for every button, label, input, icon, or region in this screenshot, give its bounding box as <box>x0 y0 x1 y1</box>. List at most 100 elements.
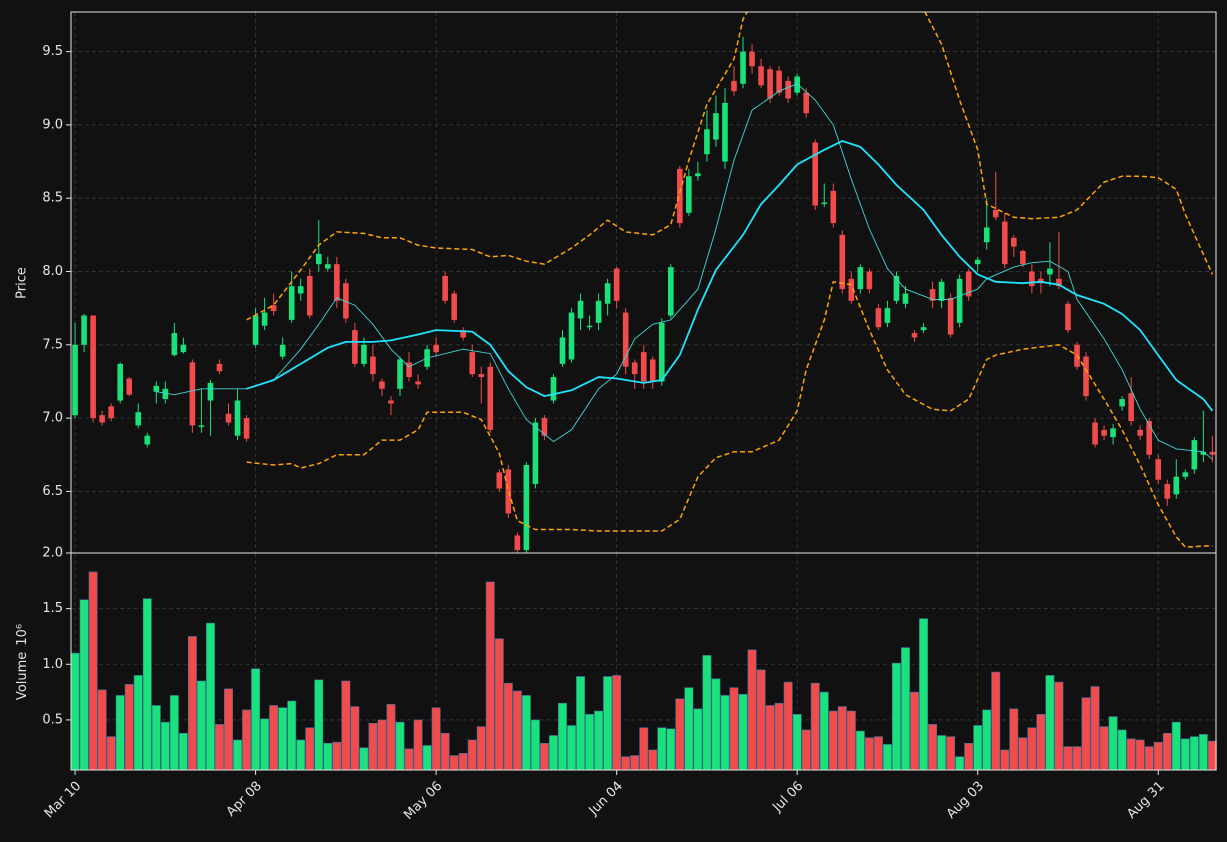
volume-bar <box>702 655 712 771</box>
volume-bar <box>774 702 784 771</box>
candle-body <box>1155 459 1162 480</box>
candle-body <box>1191 440 1198 470</box>
candle-body <box>758 66 764 86</box>
candle-body <box>72 344 78 416</box>
volume-bar <box>467 739 477 771</box>
volume-frame <box>70 552 1217 771</box>
volume-bar <box>603 676 613 771</box>
volume-bar <box>1207 740 1217 771</box>
volume-bar <box>594 710 604 771</box>
volume-bar <box>964 742 974 771</box>
volume-bar <box>765 705 775 771</box>
candle-body <box>577 300 584 319</box>
candle-body <box>1065 303 1071 331</box>
volume-bar <box>621 756 631 771</box>
candle-body <box>902 293 909 304</box>
volume-bar <box>946 736 956 771</box>
candle-body <box>830 190 837 224</box>
volume-bar <box>648 749 658 771</box>
candle-body <box>469 352 476 375</box>
candle-body <box>415 381 421 385</box>
volume-bar <box>476 726 486 771</box>
volume-bar <box>1117 729 1127 771</box>
volume-bar <box>296 739 306 771</box>
candle-body <box>785 80 791 99</box>
candle-body <box>749 51 755 67</box>
volume-bar <box>539 742 549 771</box>
volume-bar <box>350 706 360 771</box>
candle-body <box>397 359 403 389</box>
candle-body <box>117 363 123 401</box>
candle-body <box>1119 399 1125 407</box>
candle-body <box>1056 278 1062 287</box>
volume-bar <box>269 705 279 771</box>
candle-body <box>406 362 412 378</box>
candle-body <box>875 308 882 328</box>
volume-bar <box>106 736 116 771</box>
volume-bar <box>1171 721 1181 771</box>
candle-body <box>1137 429 1143 436</box>
volume-bar <box>684 687 694 771</box>
y-tick-label: 7.5 <box>42 337 63 352</box>
candle-body <box>243 418 250 439</box>
volume-bar <box>801 729 811 771</box>
volume-bar <box>1189 736 1199 771</box>
candle-body <box>568 312 575 360</box>
candle-body <box>983 227 990 243</box>
volume-bar <box>729 687 739 771</box>
volume-bar <box>819 691 829 771</box>
volume-bar <box>1036 714 1046 771</box>
volume-bar <box>991 671 1001 771</box>
volume-bar <box>693 708 703 771</box>
volume-bar <box>630 755 640 771</box>
candle-body <box>677 168 683 224</box>
candle-body <box>1209 451 1216 455</box>
volume-bar <box>494 638 504 771</box>
y-tick-label: 8.0 <box>42 264 63 279</box>
candle-body <box>731 80 737 92</box>
volume-bar <box>1018 737 1028 771</box>
candle-body <box>640 352 647 382</box>
candle-body <box>288 286 295 320</box>
volume-label: Volume <box>15 652 30 700</box>
candle-body <box>1020 250 1026 265</box>
volume-bar <box>675 698 685 771</box>
candle-body <box>297 286 304 294</box>
candle-body <box>613 268 620 301</box>
volume-bar <box>973 725 983 771</box>
volume-bar <box>558 702 567 771</box>
candle-body <box>252 315 259 345</box>
y-tick-label: 6.5 <box>42 484 63 499</box>
candle-body <box>171 333 178 356</box>
volume-bar <box>1126 738 1136 771</box>
volume-bar <box>828 710 838 771</box>
candle-body <box>514 535 521 551</box>
volume-bar <box>1108 716 1118 771</box>
candle-body <box>884 308 891 323</box>
volume-bar <box>431 707 441 771</box>
candle-body <box>974 259 981 265</box>
volume-bar <box>1153 741 1163 771</box>
y-tick-label: 1.5 <box>42 601 63 616</box>
candle-body <box>992 209 999 218</box>
candle-body <box>947 297 954 335</box>
candle-body <box>442 275 448 301</box>
candle-body <box>370 356 376 375</box>
volume-bar <box>1000 749 1010 771</box>
volume-bar <box>792 714 802 771</box>
candle-body <box>270 305 277 312</box>
candle-body <box>99 415 105 423</box>
candle-body <box>388 400 394 404</box>
candle-body <box>911 333 918 338</box>
volume-bar <box>1099 726 1109 771</box>
candle-body <box>1083 356 1089 397</box>
candle-body <box>550 377 557 401</box>
volume-bar <box>873 736 883 771</box>
candle-body <box>532 422 539 485</box>
volume-bar <box>404 748 414 771</box>
volume-bar <box>88 571 98 771</box>
candle-body <box>713 113 719 140</box>
candle-body <box>334 264 340 301</box>
candle-body <box>704 129 710 155</box>
volume-bar <box>196 680 206 771</box>
